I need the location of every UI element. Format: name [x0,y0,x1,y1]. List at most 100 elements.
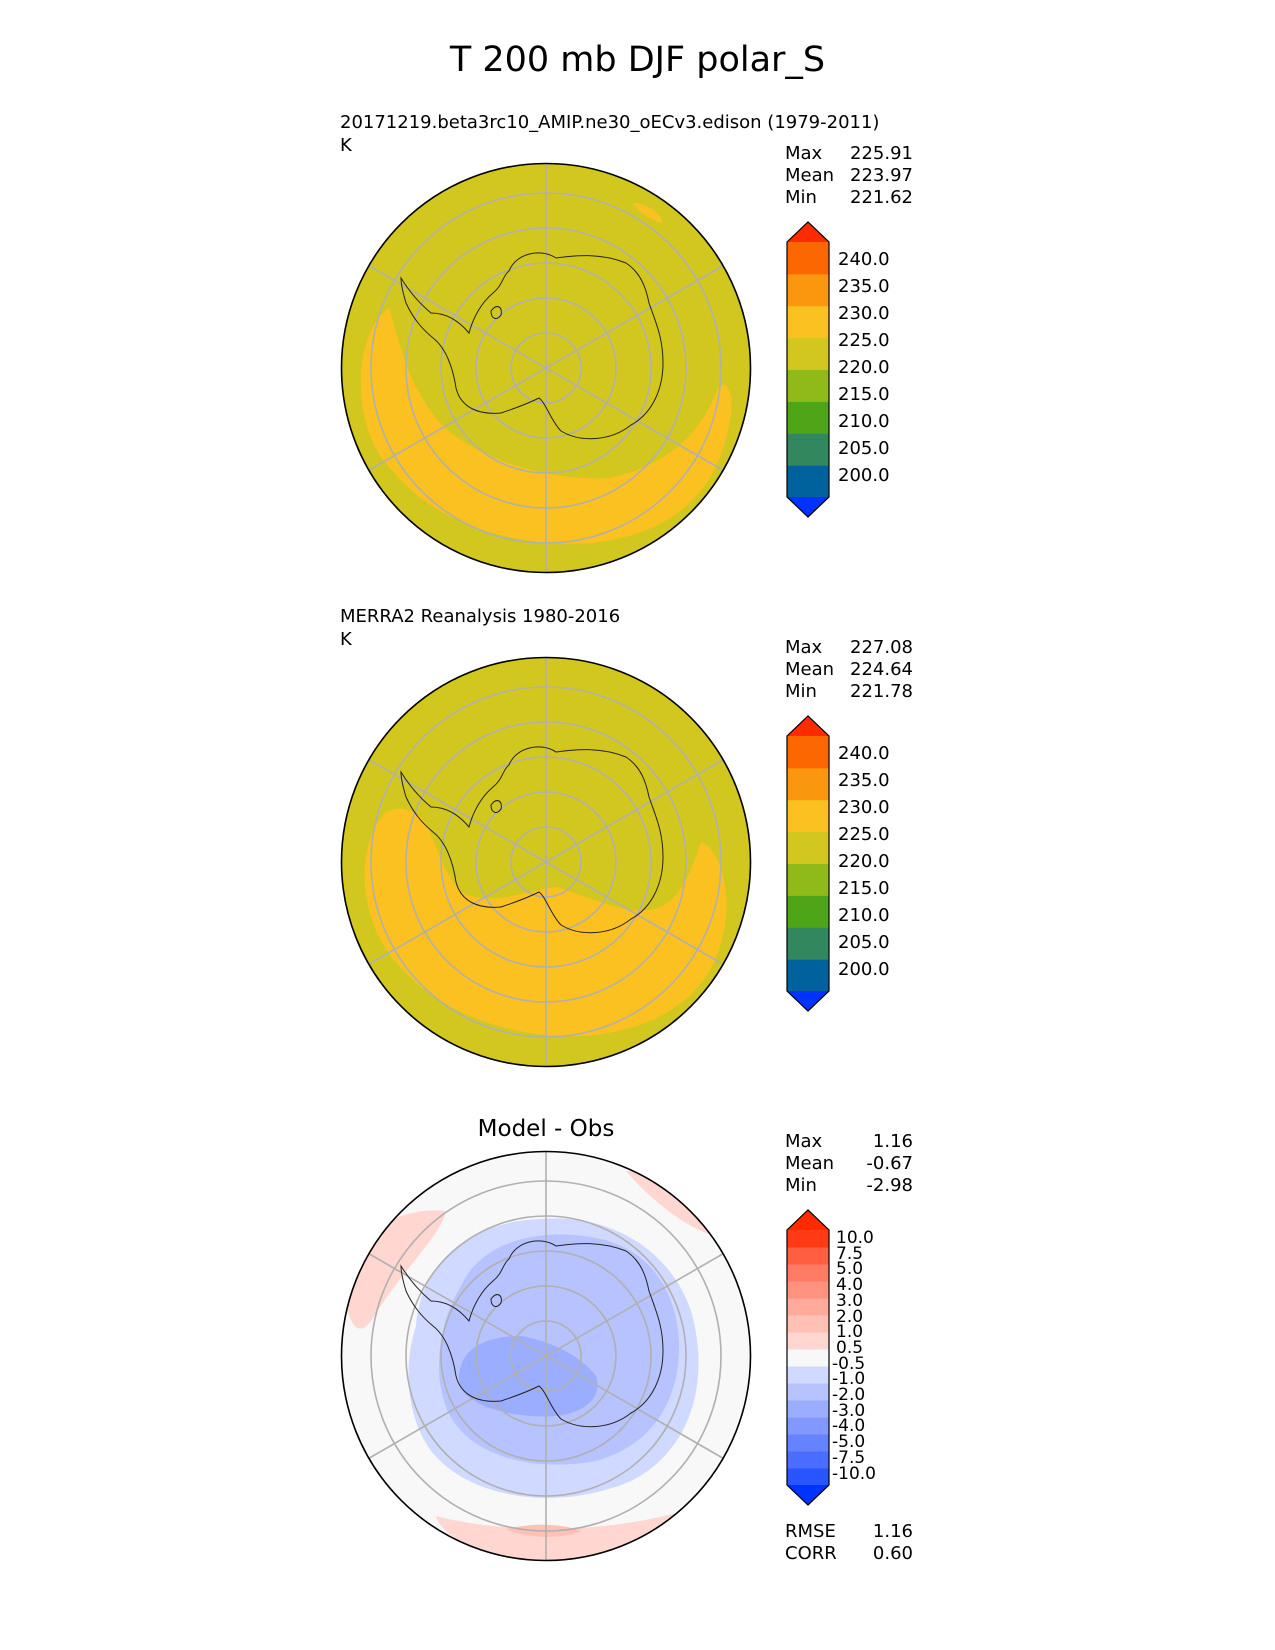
cb3-tick: -4.0 [832,1416,866,1437]
colorbar-extend-min [787,1485,829,1505]
rmse-label: RMSE [785,1521,836,1542]
cb3-tick: 5.0 [836,1259,864,1280]
cb3-tick: 4.0 [836,1275,864,1296]
cb3-tick: 10.0 [836,1228,874,1248]
level-225-230-fill [360,308,732,544]
cb2-tick: 205.0 [838,932,890,953]
colorbar-segment [787,767,829,801]
cb3-tick: -3.0 [832,1400,866,1421]
stat-max-label: Max [785,143,823,164]
corr-value: 0.60 [872,1543,913,1564]
panel-3-polar-map [340,1150,752,1562]
stat-max-value: 1.16 [872,1131,913,1152]
stat-mean-label: Mean [785,165,835,186]
cb1-tick: 220.0 [838,357,890,378]
cb2-tick: 215.0 [838,878,890,899]
cb3-tick: -5.0 [832,1432,866,1453]
panel-2-colorbar [786,715,830,1012]
colorbar-segment [787,1468,829,1486]
stat-mean-value: 224.64 [850,659,913,680]
antarctica-coastline [400,1240,664,1428]
panel-2-stats: Max 227.08 Mean 224.64 Min 221.78 [785,637,913,703]
colorbar-outline [786,221,830,518]
stat-min-value: 221.62 [850,187,913,208]
figure-title: T 200 mb DJF polar_S [449,40,826,80]
colorbar-segment [787,401,829,434]
colorbar-extend-max [787,222,829,242]
positive-0.5-1-fill-ne [626,1171,716,1236]
panel-3-title: Model - Obs [477,1116,615,1142]
graticule [368,657,724,1067]
colorbar-segment [787,1400,829,1418]
cb3-tick: -2.0 [832,1385,866,1405]
stat-min-label: Min [785,681,817,702]
map-boundary [340,162,752,574]
corr-label: CORR [785,1543,837,1564]
panel-3-metrics: RMSE 1.16 CORR 0.60 [785,1521,913,1565]
colorbar-segment [787,465,829,498]
ice-shelf-outline [490,1294,502,1307]
cb1-tick: 240.0 [838,249,890,270]
cb2-tick: 210.0 [838,905,890,926]
stat-min-value: -2.98 [866,1175,913,1196]
cb1-tick: 205.0 [838,438,890,459]
cb1-tick: 200.0 [838,465,890,486]
panel-2-units: K [340,629,352,650]
colorbar-segment [787,1332,829,1350]
cb3-tick: -7.5 [832,1447,866,1468]
level-225-230-fill-ne [633,203,663,223]
antarctica-coastline [400,746,664,934]
stat-max-label: Max [785,637,823,658]
colorbar-segment [787,305,829,339]
panel-1-colorbar [786,221,830,518]
colorbar-extend-min [787,497,829,517]
panel-1-polar-map [340,162,752,574]
cb3-tick: -10.0 [832,1463,876,1484]
colorbar-segment [787,1315,829,1333]
panel-1-title: 20171219.beta3rc10_AMIP.ne30_oECv3.ediso… [340,112,880,133]
stat-mean-value: -0.67 [866,1153,913,1174]
cb2-tick: 220.0 [838,851,890,872]
panel-2-polar-map [340,656,752,1068]
stat-max-value: 225.91 [850,143,913,164]
stat-min-label: Min [785,1175,817,1196]
stat-max-label: Max [785,1131,823,1152]
colorbar-segment [787,1247,829,1265]
stat-max-value: 227.08 [850,637,913,658]
colorbar-outline [786,715,830,1012]
colorbar-segment [787,1383,829,1401]
colorbar-segment [787,242,829,275]
colorbar-segment [787,1451,829,1469]
panel-3-stats: Max 1.16 Mean -0.67 Min -2.98 [785,1131,913,1197]
stat-mean-value: 223.97 [850,165,913,186]
colorbar-segment [787,1281,829,1299]
colorbar-segment [787,1264,829,1282]
cb1-tick: 225.0 [838,330,890,351]
negative-2-3-fill [458,1336,598,1417]
colorbar-segment [787,1230,829,1248]
colorbar-segment [787,337,829,370]
stat-mean-label: Mean [785,659,835,680]
graticule [368,1151,724,1561]
colorbar-extend-min [787,991,829,1011]
map-boundary [340,1150,752,1562]
cb2-tick: 240.0 [838,743,890,764]
antarctica-coastline [400,252,664,440]
graticule [368,163,724,573]
panel-1-stats: Max 225.91 Mean 223.97 Min 221.62 [785,143,913,209]
cb2-tick: 225.0 [838,824,890,845]
colorbar-segment [787,1298,829,1316]
map-boundary [340,656,752,1068]
cb2-tick: 235.0 [838,770,890,791]
ice-shelf-outline [490,306,502,319]
colorbar-segment [787,369,829,402]
stat-min-label: Min [785,187,817,208]
cb3-tick: 3.0 [836,1290,864,1311]
colorbar-segment [787,433,829,466]
cb3-tick: 0.5 [836,1337,864,1358]
cb1-tick: 210.0 [838,411,890,432]
cb3-tick: -1.0 [832,1369,866,1390]
colorbar-segment [787,1434,829,1452]
colorbar-segment [787,927,829,960]
cb3-tick: 7.5 [836,1243,864,1264]
